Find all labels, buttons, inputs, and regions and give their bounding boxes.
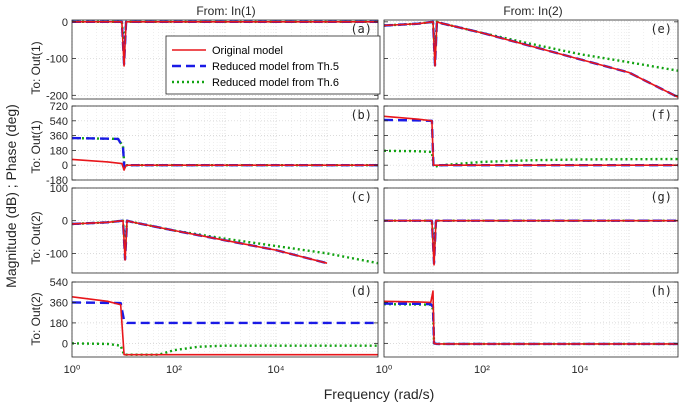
series-th5-line — [72, 301, 378, 325]
series-original-line — [72, 21, 378, 67]
y-tick-label: -200 — [46, 90, 68, 102]
panel-frame — [383, 19, 679, 100]
panel-labels: (a) (e) (b) (f) (c) (g) (d) (h) — [350, 22, 672, 298]
x-tick-labels: 10⁰ 10² 10⁴ 10⁰ 10² 10⁴ — [64, 364, 589, 376]
panel-label: (a) — [350, 22, 372, 36]
panel-label: (g) — [650, 190, 672, 204]
panel-label: (b) — [350, 108, 372, 122]
y-tick-label: 0 — [62, 160, 68, 172]
panel-label: (e) — [650, 22, 672, 36]
y-tick-label: 720 — [50, 101, 68, 113]
series-th6-line — [72, 342, 378, 356]
series-original-line — [72, 158, 378, 171]
x-tick-label: 10² — [474, 364, 490, 376]
x-tick-label: 10⁰ — [64, 364, 81, 376]
panel-frame — [383, 281, 679, 358]
y-tick-label: 360 — [50, 131, 68, 143]
y-tick-label: 0 — [62, 216, 68, 228]
y-tick-label: 540 — [50, 116, 68, 128]
series-original-line — [384, 219, 678, 266]
column-title-in1: From: In(1) — [196, 4, 255, 18]
series-original-line — [72, 219, 328, 264]
panel-label: (c) — [350, 190, 372, 204]
panel-frame — [71, 281, 379, 358]
row-label-out2-mag: To: Out(2) — [29, 211, 43, 264]
series-original-line — [72, 295, 378, 356]
panel-frame — [71, 105, 379, 181]
panel-frames — [71, 19, 679, 358]
legend: Original model Reduced model from Th.5 R… — [165, 35, 381, 95]
y-tick-label: 540 — [50, 277, 68, 289]
x-axis-label: Frequency (rad/s) — [324, 386, 434, 402]
y-tick-label: 180 — [50, 318, 68, 330]
panel-label: (f) — [650, 108, 672, 122]
x-tick-label: 10⁴ — [268, 364, 285, 376]
legend-label-th6: Reduced model from Th.6 — [212, 77, 339, 89]
series-original-line — [384, 290, 678, 345]
panel-label: (d) — [350, 284, 372, 298]
y-tick-label: 180 — [50, 145, 68, 157]
panel-label: (h) — [650, 284, 672, 298]
x-tick-label: 10² — [166, 364, 182, 376]
legend-label-th5: Reduced model from Th.5 — [212, 61, 339, 73]
column-title-in2: From: In(2) — [503, 4, 562, 18]
x-tick-label: 10⁰ — [376, 364, 393, 376]
row-label-out1-phase: To: Out(1) — [29, 120, 43, 173]
legend-label-original: Original model — [212, 45, 283, 57]
panel-frame — [383, 187, 679, 274]
panel-frame — [71, 187, 379, 274]
y-tick-label: 360 — [50, 297, 68, 309]
series-original-line — [384, 115, 678, 166]
y-tick-label: 0 — [62, 338, 68, 350]
y-tick-label: -100 — [46, 54, 68, 66]
y-tick-label: 100 — [50, 183, 68, 195]
row-label-out1-mag: To: Out(1) — [29, 41, 43, 94]
row-label-out2-phase: To: Out(2) — [29, 292, 43, 345]
panel-frame — [383, 105, 679, 181]
data-series — [72, 20, 678, 356]
series-original-line — [384, 21, 678, 98]
y-axis-label: Magnitude (dB) ; Phase (deg) — [3, 104, 19, 288]
y-tick-label: -180 — [46, 175, 68, 187]
x-tick-label: 10⁴ — [572, 364, 589, 376]
y-tick-label: 0 — [62, 17, 68, 29]
y-tick-label: -100 — [46, 248, 68, 260]
series-th5-line — [72, 219, 328, 265]
